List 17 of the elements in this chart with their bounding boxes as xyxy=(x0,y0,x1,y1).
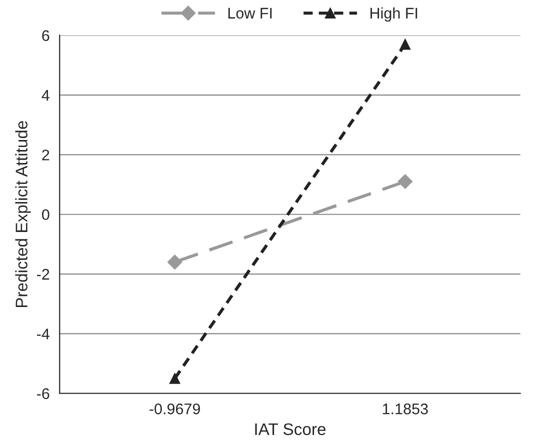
y-axis-title: Predicted Explicit Attitude xyxy=(15,121,31,308)
y-tick-label: 6 xyxy=(42,30,50,42)
y-tick-label: -4 xyxy=(36,328,50,340)
y-tick-label: -2 xyxy=(36,268,50,280)
y-tick-label: -6 xyxy=(36,388,50,400)
point xyxy=(400,38,411,50)
y-tick-label: 0 xyxy=(42,209,50,220)
x-tick-label: 1.1853 xyxy=(382,404,428,414)
x-axis-title: IAT Score xyxy=(255,423,326,436)
point xyxy=(167,254,182,270)
y-tick-label: 2 xyxy=(42,150,50,160)
legend-label: Low FI xyxy=(228,8,272,19)
point xyxy=(398,174,413,189)
x-tick-label: -0.9679 xyxy=(150,404,200,414)
legend-label: High FI xyxy=(370,7,418,22)
point xyxy=(169,373,180,384)
y-tick-label: 4 xyxy=(42,90,50,101)
